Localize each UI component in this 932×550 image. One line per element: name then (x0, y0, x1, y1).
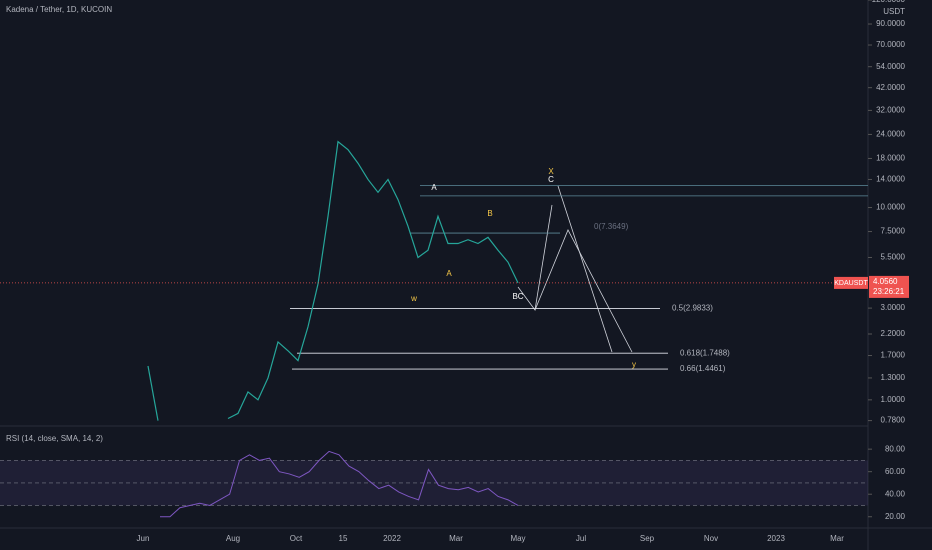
y-tick-label: 20.00 (885, 512, 906, 521)
y-tick-label: 14.0000 (876, 175, 905, 184)
fib-label: 0(7.3649) (594, 222, 629, 231)
rsi-title: RSI (14, close, SMA, 14, 2) (6, 434, 103, 443)
y-tick-label: 90.0000 (876, 19, 905, 28)
symbol: KDAUSDT (834, 280, 868, 287)
y-tick-label: 3.0000 (881, 303, 906, 312)
price-tag (869, 275, 909, 298)
y-tick-label: 120.0000 (872, 0, 906, 4)
y-tick-label: 40.00 (885, 489, 906, 498)
y-tick-label: 5.5000 (881, 253, 906, 262)
x-tick-label: Jul (576, 534, 586, 543)
y-tick-label: 1.3000 (881, 373, 906, 382)
y-tick-label: 7.5000 (881, 227, 906, 236)
symbol-tag (834, 276, 868, 289)
y-tick-label: 1.7000 (881, 351, 906, 360)
countdown: 23:26:21 (873, 287, 905, 296)
y-tick-label: 0.7800 (881, 416, 906, 425)
x-tick-label: Sep (640, 534, 655, 543)
y-tick-label: 70.0000 (876, 40, 905, 49)
y-tick-label: 80.00 (885, 444, 906, 453)
y-tick-label: 60.00 (885, 467, 906, 476)
wave-label: A (446, 269, 452, 278)
wave-label: A (431, 183, 437, 192)
y-tick-label: 2.2000 (881, 329, 906, 338)
price-line (227, 140, 519, 420)
wave-label: C (548, 175, 554, 184)
x-tick-label: 2022 (383, 534, 401, 543)
fib-label: 0.66(1.4461) (680, 364, 726, 373)
wave-label: B (487, 209, 492, 218)
wave-label: y (632, 360, 636, 369)
y-tick-label: 54.0000 (876, 62, 905, 71)
y-tick-label: 1.0000 (881, 395, 906, 404)
wave-label: X (548, 167, 554, 176)
arrow (557, 185, 613, 353)
y-tick-label: 24.0000 (876, 130, 905, 139)
x-tick-label: Oct (290, 534, 303, 543)
x-tick-label: 15 (339, 534, 348, 543)
y-tick-label: 32.0000 (876, 106, 905, 115)
x-tick-label: 2023 (767, 534, 785, 543)
x-tick-label: May (510, 534, 525, 543)
fib-label: 0.618(1.7488) (680, 348, 730, 357)
rsi-line (160, 450, 519, 518)
arrow (534, 229, 633, 353)
wave-label: w (410, 294, 417, 303)
y-tick-label: 10.0000 (876, 203, 905, 212)
projection-arrows (517, 185, 633, 353)
x-tick-label: Nov (704, 534, 718, 543)
x-tick-label: Aug (226, 534, 240, 543)
x-tick-label: Jun (137, 534, 150, 543)
x-tick-label: Mar (449, 534, 463, 543)
price-line (147, 365, 159, 421)
wave-label: BC (512, 292, 523, 301)
y-tick-label: 42.0000 (876, 83, 905, 92)
currency: USDT (883, 7, 905, 16)
last-price: 4.0560 (873, 277, 898, 286)
chart-title: Kadena / Tether, 1D, KUCOIN (6, 5, 112, 14)
y-tick-label: 18.0000 (876, 154, 905, 163)
fib-label: 0.5(2.9833) (672, 304, 713, 313)
x-tick-label: Mar (830, 534, 844, 543)
